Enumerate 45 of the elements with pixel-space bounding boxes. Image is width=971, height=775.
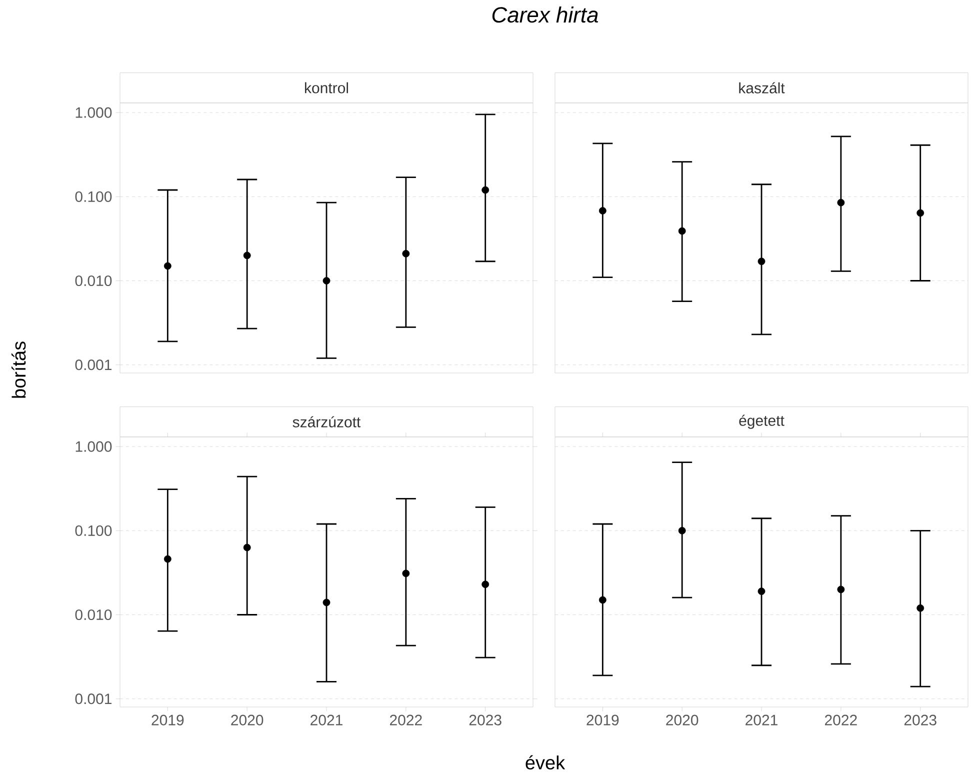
- x-tick-label: 2023: [904, 714, 936, 726]
- text: Carex hirta: [492, 6, 598, 23]
- x-tick-label: 2019: [586, 714, 619, 726]
- point: [164, 262, 172, 270]
- x-tick-label: 2021: [746, 714, 778, 726]
- x-tick-label: 2021: [310, 714, 342, 726]
- point: [243, 544, 251, 552]
- chart-title: szárzúzott: [292, 416, 361, 428]
- point: [322, 598, 330, 606]
- y-tick-label: 1.000: [76, 107, 112, 118]
- x-tick-label: 2022: [390, 714, 422, 726]
- y-tick-label: 1.000: [76, 441, 112, 452]
- point: [402, 250, 410, 258]
- point: [916, 604, 924, 612]
- y-axis-title: borítás: [12, 342, 26, 398]
- point: [598, 596, 606, 604]
- x-tick-label: 2023: [469, 714, 502, 726]
- y-tick-label: 0.010: [75, 609, 112, 620]
- chart-title: égetett: [739, 414, 784, 429]
- x-tick-label: 2022: [824, 714, 857, 726]
- point: [402, 570, 410, 578]
- chart-title: kaszált: [739, 82, 785, 94]
- y-tick-label: 0.001: [75, 360, 112, 370]
- x-axis-title: évek: [526, 755, 566, 770]
- point: [322, 277, 330, 284]
- chart-title: kontrol: [305, 82, 348, 94]
- point: [916, 209, 924, 217]
- point: [598, 207, 606, 214]
- y-tick-label: 0.100: [75, 191, 112, 202]
- point: [837, 198, 845, 206]
- y-tick-label: 0.100: [75, 525, 112, 536]
- point: [758, 588, 766, 596]
- point: [837, 586, 845, 594]
- point: [678, 227, 686, 235]
- point: [243, 252, 251, 260]
- point: [482, 186, 490, 194]
- x-tick-label: 2020: [231, 714, 264, 726]
- point: [678, 526, 686, 534]
- y-tick-label: 0.010: [75, 275, 112, 286]
- point: [482, 580, 490, 588]
- x-tick-label: 2019: [152, 714, 184, 726]
- point: [164, 555, 172, 563]
- y-tick-label: 0.001: [75, 694, 112, 704]
- x-tick-label: 2020: [666, 714, 698, 726]
- point: [758, 258, 766, 266]
